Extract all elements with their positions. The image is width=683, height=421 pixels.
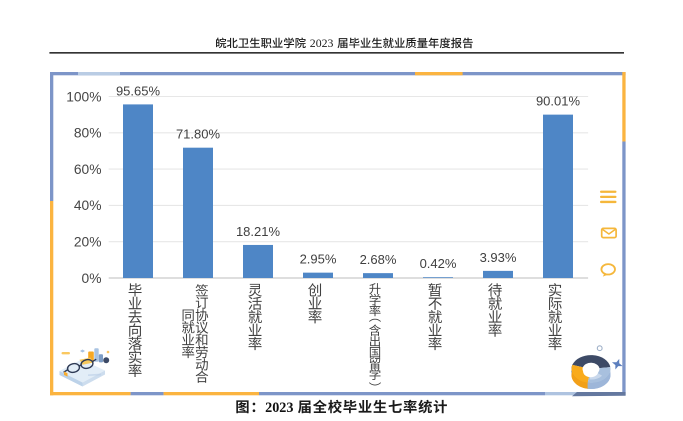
svg-text:71.80%: 71.80% (176, 127, 221, 142)
svg-text:60%: 60% (74, 162, 102, 177)
svg-text:2.95%: 2.95% (300, 252, 337, 267)
svg-text:100%: 100% (66, 89, 101, 104)
svg-text:80%: 80% (74, 126, 102, 141)
svg-text:0.42%: 0.42% (420, 256, 457, 271)
svg-text:90.01%: 90.01% (536, 94, 581, 109)
svg-text:2023: 2023 (265, 400, 293, 416)
svg-text:2023: 2023 (310, 36, 334, 50)
svg-text:2.68%: 2.68% (360, 252, 397, 267)
svg-text:18.21%: 18.21% (236, 224, 281, 239)
svg-text:0%: 0% (82, 271, 102, 286)
svg-text:95.65%: 95.65% (116, 83, 161, 98)
svg-text:20%: 20% (74, 235, 102, 250)
svg-text:3.93%: 3.93% (480, 250, 517, 265)
svg-text:40%: 40% (74, 198, 102, 213)
